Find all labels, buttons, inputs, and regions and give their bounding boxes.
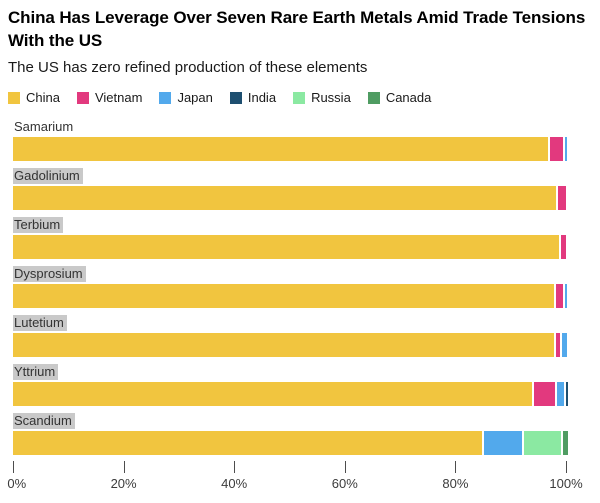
axis-tick-label: 0%	[7, 476, 27, 491]
stacked-bar	[13, 137, 567, 161]
legend: China Vietnam Japan India Russia Canada	[8, 91, 592, 105]
axis-tick-mark	[234, 461, 236, 473]
bar-row-samarium: Samarium	[13, 118, 592, 161]
stacked-bar	[13, 333, 567, 357]
chart-subtitle: The US has zero refined production of th…	[8, 59, 368, 76]
bar-segment-vietnam	[555, 284, 564, 308]
legend-label: Vietnam	[94, 90, 143, 105]
category-label: Scandium	[13, 413, 75, 429]
bar-segment-china	[13, 431, 483, 455]
legend-label: Canada	[385, 90, 432, 105]
legend-swatch-russia	[293, 92, 306, 104]
category-label: Gadolinium	[13, 168, 83, 184]
bar-segment-china	[13, 137, 549, 161]
bar-segment-china	[13, 333, 554, 357]
legend-label: Japan	[177, 90, 213, 105]
legend-swatch-vietnam	[76, 92, 89, 104]
stacked-bar	[13, 235, 566, 259]
bar-row-lutetium: Lutetium	[13, 314, 592, 357]
axis-tick-label: 40%	[221, 476, 248, 491]
stacked-bar	[13, 186, 566, 210]
legend-item-india: India	[229, 90, 277, 105]
bar-segment-china	[13, 235, 560, 259]
stacked-bar	[13, 382, 568, 406]
legend-label: China	[26, 90, 60, 105]
category-label: Samarium	[14, 119, 74, 134]
category-label: Yttrium	[13, 364, 59, 380]
bar-segment-china	[13, 284, 554, 308]
chart-title: China Has Leverage Over Seven Rare Earth…	[8, 8, 586, 50]
bar-segment-japan	[562, 333, 567, 357]
legend-item-russia: Russia	[293, 91, 351, 105]
bar-segment-russia	[523, 431, 562, 455]
category-label: Terbium	[13, 217, 64, 233]
axis-tick-mark	[344, 461, 346, 473]
category-label: Dysprosium	[13, 266, 86, 282]
legend-item-china: China	[8, 91, 60, 105]
legend-swatch-india	[229, 92, 242, 104]
bar-segment-canada	[563, 431, 568, 455]
stacked-bar	[13, 284, 567, 308]
axis-tick-label: 80%	[442, 476, 469, 491]
bar-segment-japan	[556, 382, 565, 406]
bar-row-scandium: Scandium	[13, 412, 592, 455]
bar-row-yttrium: Yttrium	[13, 363, 592, 406]
bar-segment-vietnam	[550, 137, 563, 161]
bar-segment-china	[13, 186, 556, 210]
category-label: Lutetium	[13, 315, 67, 331]
bar-row-gadolinium: Gadolinium	[13, 167, 592, 210]
x-axis: 0% 20% 40% 60% 80% 100%	[7, 461, 583, 493]
legend-swatch-japan	[159, 92, 172, 104]
stacked-bar	[13, 431, 568, 455]
bar-segment-india	[566, 382, 568, 406]
legend-swatch-canada	[367, 92, 380, 104]
bar-segment-vietnam	[557, 186, 566, 210]
bar-segment-vietnam	[533, 382, 555, 406]
legend-item-vietnam: Vietnam	[76, 90, 143, 105]
axis-tick-mark	[123, 461, 125, 473]
legend-item-canada: Canada	[367, 90, 432, 105]
bar-segment-japan	[565, 284, 567, 308]
stacked-bar-chart: Samarium Gadolinium Terbium Dysprosium Lutet…	[13, 118, 592, 455]
legend-label: Russia	[311, 90, 351, 105]
bar-segment-japan	[564, 137, 567, 161]
legend-item-japan: Japan	[159, 90, 213, 105]
bar-row-terbium: Terbium	[13, 216, 592, 259]
bar-row-dysprosium: Dysprosium	[13, 265, 592, 308]
bar-segment-china	[13, 382, 532, 406]
bar-segment-japan	[484, 431, 522, 455]
axis-tick-mark	[566, 461, 567, 473]
bar-segment-vietnam	[561, 235, 566, 259]
axis-tick-label: 20%	[110, 476, 137, 491]
axis-tick-mark	[455, 461, 457, 473]
legend-label: India	[247, 90, 277, 105]
axis-tick-label: 100%	[549, 476, 583, 491]
bar-segment-vietnam	[555, 333, 561, 357]
axis-tick-label: 60%	[331, 476, 358, 491]
axis-tick-mark	[13, 461, 14, 473]
legend-swatch-china	[8, 92, 20, 104]
